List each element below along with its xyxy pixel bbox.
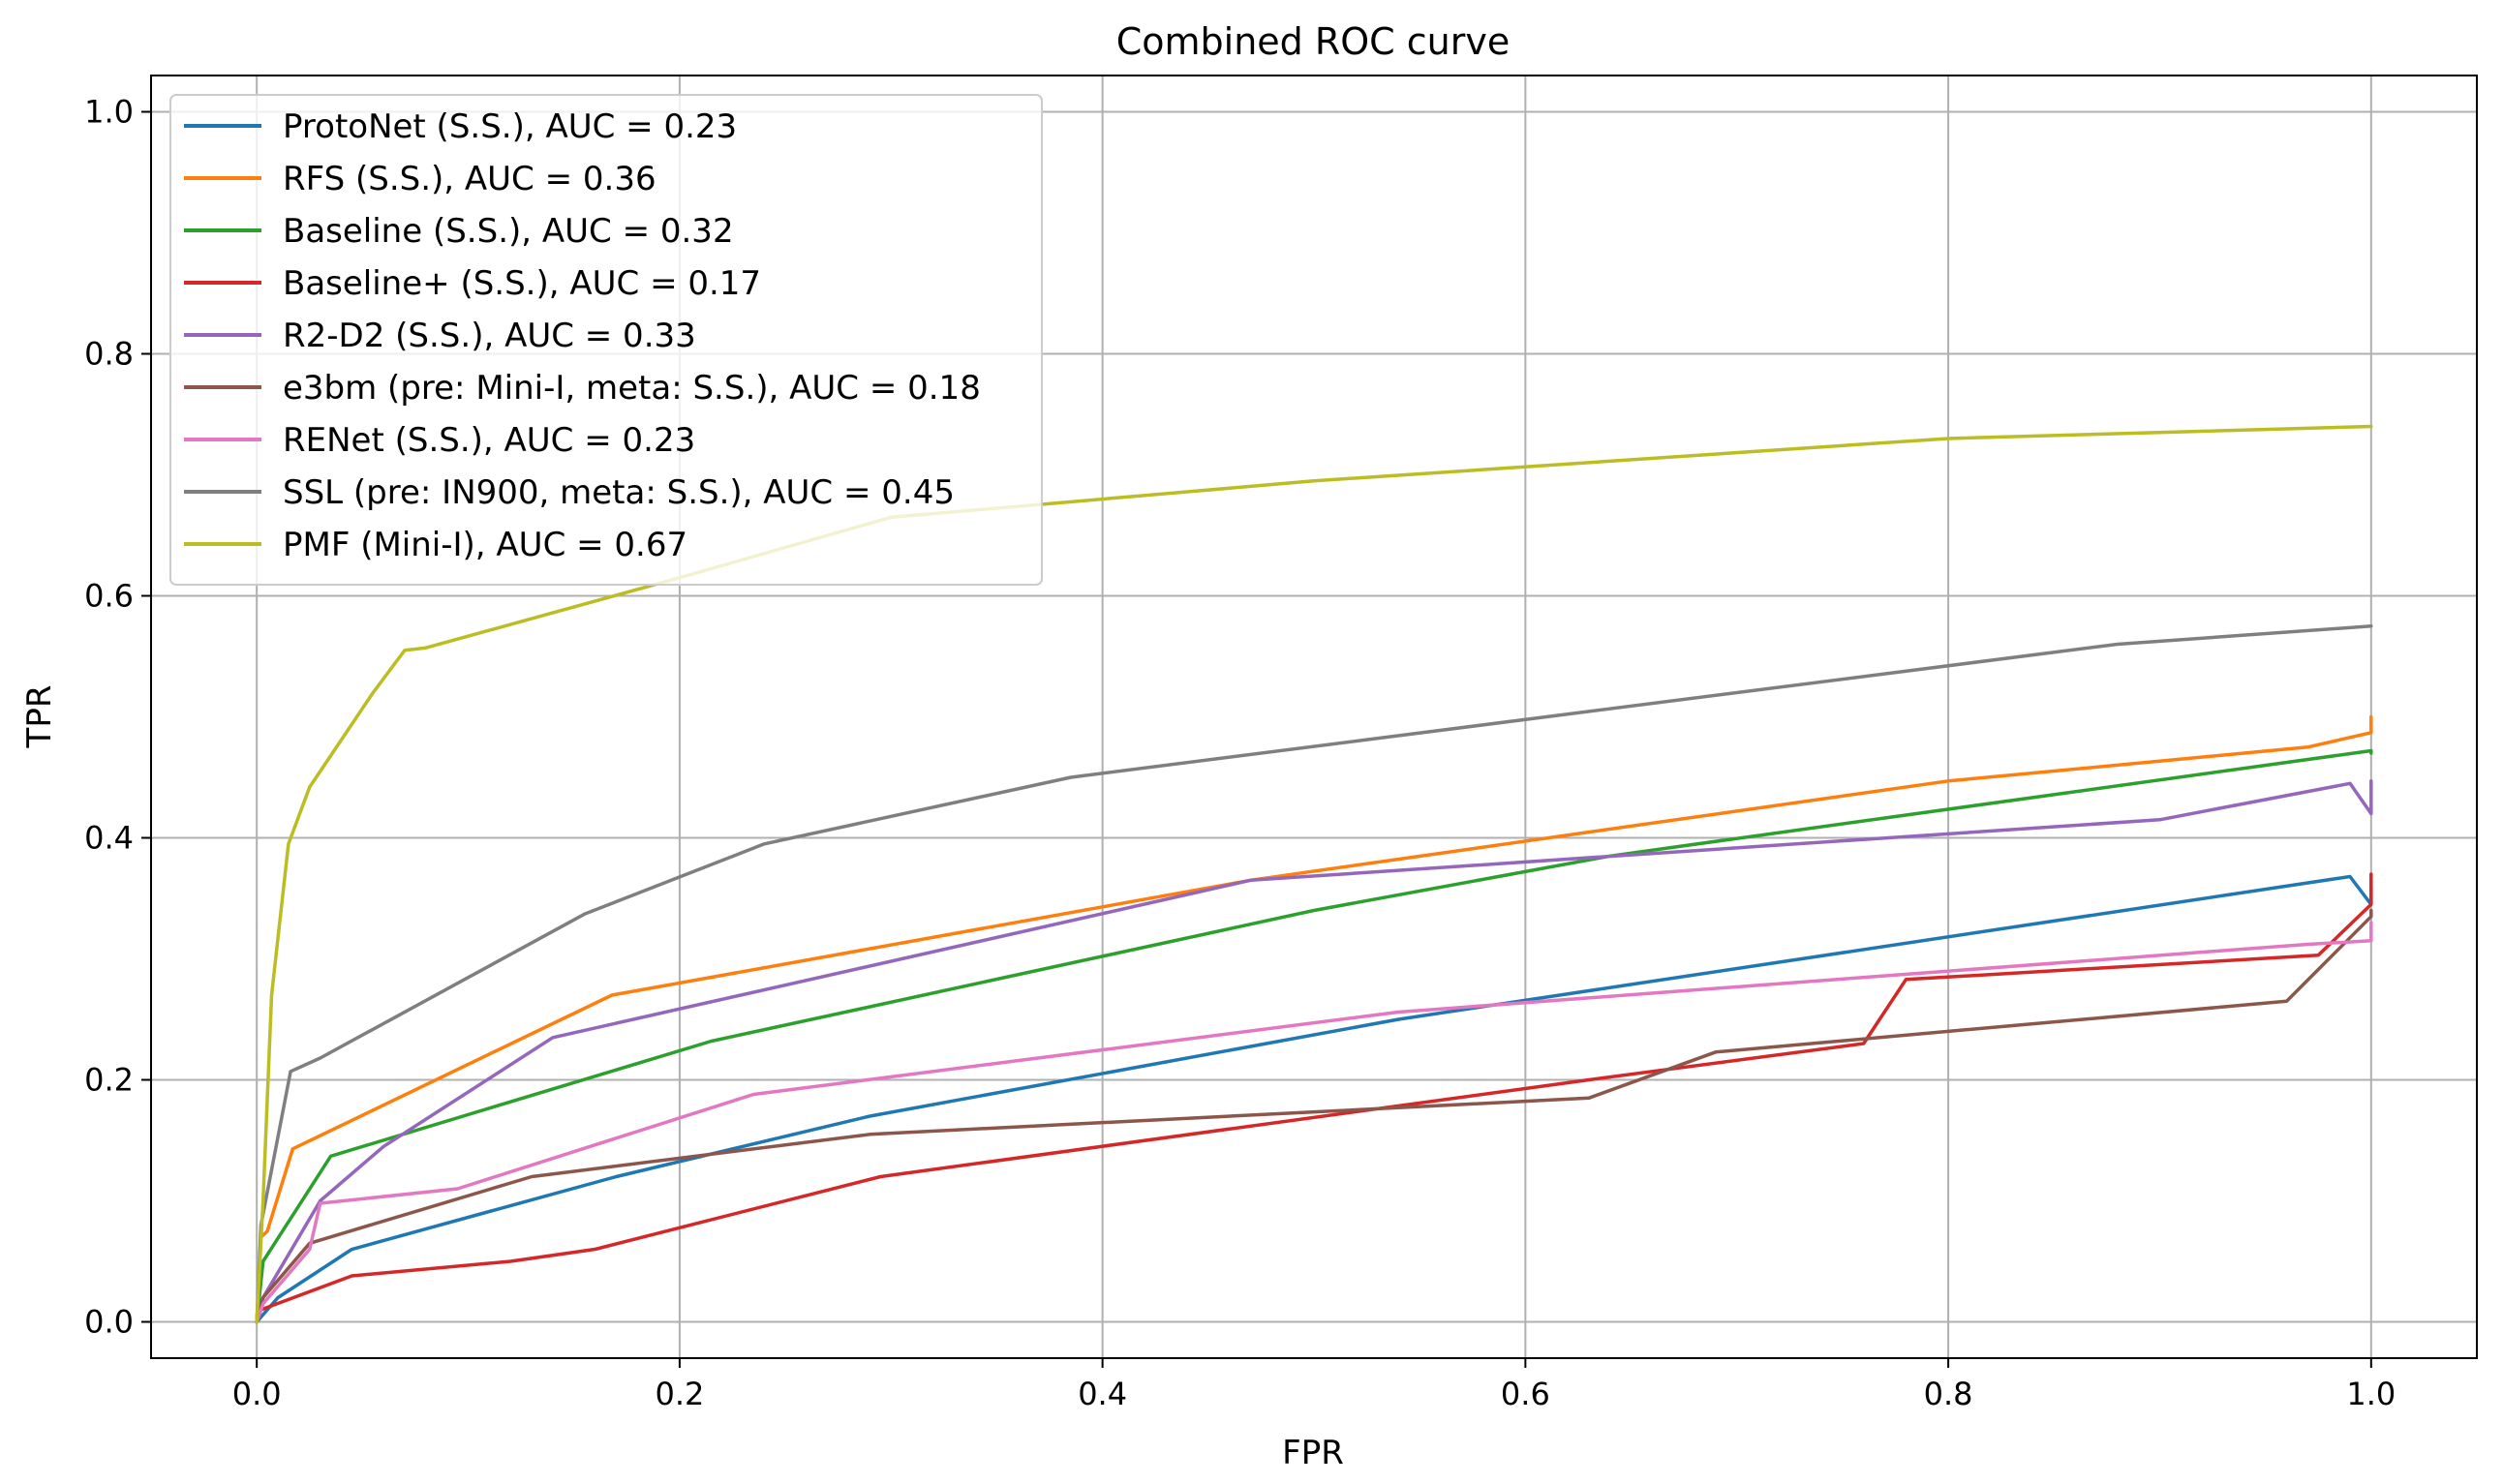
series-line-0 [255,874,2373,1324]
legend-entry-label: RFS (S.S.), AUC = 0.36 [283,160,656,198]
legend-entry-label: R2-D2 (S.S.), AUC = 0.33 [283,317,696,355]
series-line-1 [255,714,2373,1324]
x-tick-label: 0.8 [1924,1376,1973,1412]
y-tick-label: 0.0 [84,1304,134,1341]
x-tick-label: 0.4 [1078,1376,1127,1412]
y-axis-label: TPR [20,685,59,749]
chart-title: Combined ROC curve [1116,20,1511,63]
legend-entry-label: ProtoNet (S.S.), AUC = 0.23 [283,107,737,146]
series-line-6 [255,921,2373,1324]
y-tick-label: 0.6 [84,578,134,615]
y-tick-label: 0.8 [84,336,134,373]
series-line-7 [255,624,2373,1324]
legend-entry-label: Baseline+ (S.S.), AUC = 0.17 [283,264,761,303]
legend-entry-label: SSL (pre: IN900, meta: S.S.), AUC = 0.45 [283,473,955,512]
series-layer [255,424,2373,1324]
x-tick-label: 1.0 [2346,1376,2396,1412]
x-tick-label: 0.2 [655,1376,704,1412]
series-line-3 [255,872,2373,1324]
series-line-5 [255,908,2373,1324]
x-axis-label: FPR [1282,1434,1344,1472]
legend-entry-label: PMF (Mini-I), AUC = 0.67 [283,526,687,564]
axis-ticks: 0.0 0.2 0.4 0.6 0.8 1.0 0.0 0.2 0.4 0.6 0.8 1.0 [84,94,2396,1413]
y-tick-label: 1.0 [84,94,134,131]
x-tick-label: 0.6 [1501,1376,1550,1412]
x-tick-label: 0.0 [232,1376,282,1412]
legend: ProtoNet (S.S.), AUC = 0.23 RFS (S.S.), A… [169,94,1043,586]
legend-entry-label: RENet (S.S.), AUC = 0.23 [283,421,695,460]
legend-entry-label: Baseline (S.S.), AUC = 0.32 [283,212,734,251]
legend-box [169,94,1043,586]
series-line-4 [255,779,2373,1324]
y-tick-label: 0.2 [84,1062,134,1099]
y-tick-label: 0.4 [84,820,134,857]
plot-frame [150,75,2478,1359]
grid-lines [151,76,2477,1358]
series-line-2 [255,748,2373,1324]
legend-entry-label: e3bm (pre: Mini-I, meta: S.S.), AUC = 0.… [283,369,981,408]
series-line-8 [255,424,2373,1324]
